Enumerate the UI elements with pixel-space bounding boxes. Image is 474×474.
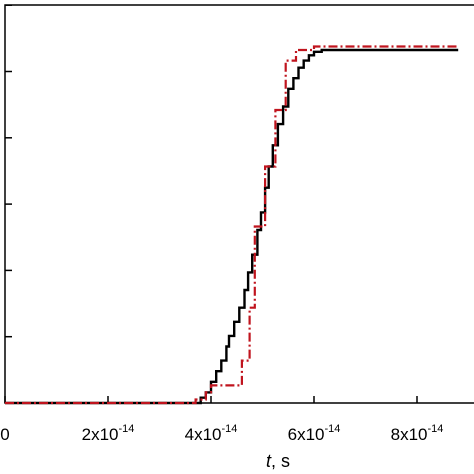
x-axis-label: t, s: [266, 451, 290, 471]
series-layer: [5, 45, 459, 405]
x-tick-label: 2x10-14: [82, 423, 135, 444]
x-tick-label: 4x10-14: [185, 423, 238, 444]
plot-area: [4, 4, 474, 405]
plot-frame: [4, 4, 474, 404]
series-line-solid: [5, 48, 459, 405]
x-axis-tick-labels: 0 2x10-14 4x10-14 6x10-14 8x10-14: [0, 423, 443, 444]
x-tick-label: 8x10-14: [391, 423, 444, 444]
series-line-dash-dot: [5, 45, 459, 405]
x-axis-label-variable: t: [266, 451, 272, 471]
x-tick-label: 6x10-14: [288, 423, 341, 444]
x-tick-label: 0: [0, 425, 9, 444]
x-axis-label-unit: , s: [271, 451, 290, 471]
x-axis-ticks: [4, 396, 418, 403]
y-axis-ticks: [5, 4, 12, 404]
